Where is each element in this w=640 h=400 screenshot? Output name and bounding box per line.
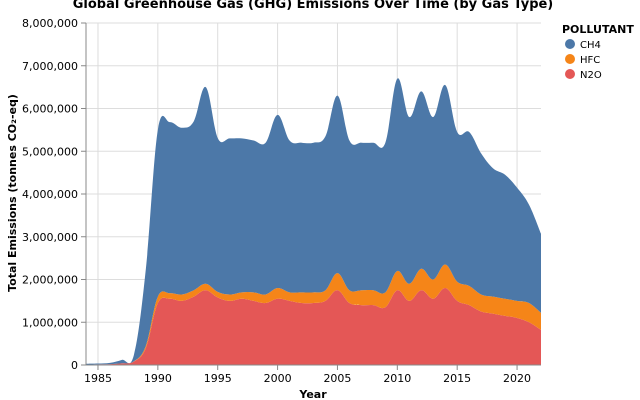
legend: POLLUTANT CH4 HFC N2O [562, 23, 634, 81]
legend-label-hfc: HFC [580, 55, 600, 66]
y-tick-label: 2,000,000 [22, 274, 78, 287]
y-tick-label: 4,000,000 [22, 188, 78, 201]
legend-label-ch4: CH4 [580, 40, 601, 51]
y-axis-title: Total Emissions (tonnes CO₂-eq) [6, 94, 19, 292]
axes: 0 1,000,000 2,000,000 3,000,000 4,000,000 5,0… [22, 17, 541, 385]
y-tick-label: 8,000,000 [22, 17, 78, 30]
legend-title: POLLUTANT [562, 23, 634, 36]
x-tick-label: 2010 [383, 372, 411, 385]
y-tick-label: 3,000,000 [22, 231, 78, 244]
x-tick-label: 1985 [84, 372, 112, 385]
x-tick-label: 2005 [323, 372, 351, 385]
legend-swatch-n2o [565, 69, 575, 79]
y-tick-label: 1,000,000 [22, 316, 78, 329]
x-tick-label: 1995 [204, 372, 232, 385]
x-tick-label: 1990 [144, 372, 172, 385]
legend-swatch-hfc [565, 54, 575, 64]
area-hfc [86, 264, 541, 365]
y-tick-label: 0 [71, 359, 78, 372]
area-n2o [86, 288, 541, 365]
x-tick-label: 2015 [443, 372, 471, 385]
legend-swatch-ch4 [565, 39, 575, 49]
chart-title: Global Greenhouse Gas (GHG) Emissions Ov… [73, 0, 554, 12]
y-tick-label: 5,000,000 [22, 145, 78, 158]
x-tick-label: 2000 [264, 372, 292, 385]
y-tick-label: 6,000,000 [22, 103, 78, 116]
legend-items: CH4 HFC N2O [565, 39, 602, 81]
area-ch4 [86, 78, 541, 365]
y-tick-label: 7,000,000 [22, 60, 78, 73]
x-axis-title: Year [298, 388, 327, 400]
legend-label-n2o: N2O [580, 70, 602, 81]
area-series-layer [86, 78, 541, 365]
x-tick-label: 2020 [503, 372, 531, 385]
